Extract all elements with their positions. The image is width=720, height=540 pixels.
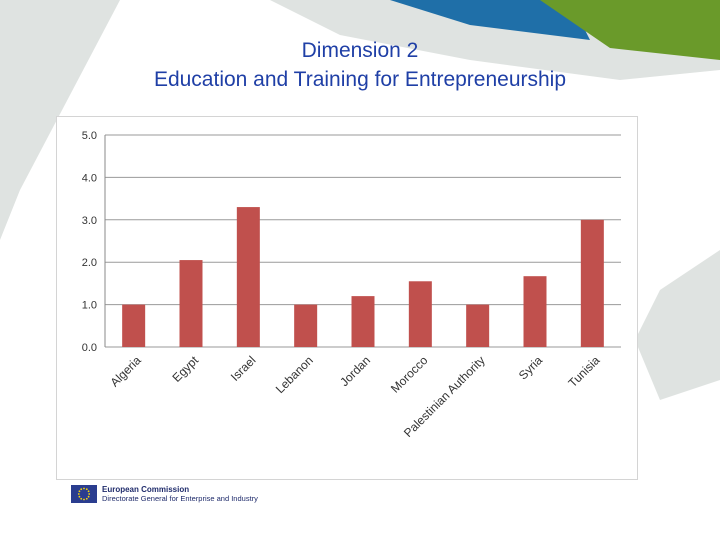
x-category-label: Syria [516, 353, 545, 382]
bar [179, 260, 203, 347]
y-tick-label: 5.0 [82, 130, 97, 142]
bar [466, 304, 490, 347]
title-line-2: Education and Training for Entrepreneurs… [153, 68, 567, 91]
bar [294, 304, 318, 347]
bar [236, 207, 260, 347]
eu-flag-icon [71, 485, 97, 503]
footer-directorate: Directorate General for Enterprise and I… [102, 494, 258, 503]
bar [580, 219, 604, 347]
y-tick-label: 0.0 [82, 342, 97, 354]
top-left-gray-swoosh [0, 0, 120, 240]
bar [351, 296, 375, 347]
bar [523, 276, 547, 347]
x-category-label: Israel [228, 353, 259, 384]
bar-chart: 0.0 1.0 2.0 3.0 4.0 5.0 Algeria Egypt Israel Leba… [82, 130, 621, 440]
top-green-band [540, 0, 720, 60]
bar [122, 304, 146, 347]
european-commission-logo: European Commission Directorate General … [71, 484, 258, 504]
bar [408, 281, 432, 347]
y-tick-label: 3.0 [82, 215, 97, 227]
chart-frame: 0.0 1.0 2.0 3.0 4.0 5.0 Algeria Egypt Israel Leba… [56, 116, 638, 480]
slide-title: Dimension 2 Education and Training for E… [0, 36, 720, 94]
y-tick-label: 4.0 [82, 172, 97, 184]
title-line-1: Dimension 2 [301, 39, 419, 62]
x-category-label: Jordan [337, 353, 373, 389]
y-tick-label: 1.0 [82, 300, 97, 312]
top-blue-band [390, 0, 590, 40]
x-category-label: Morocco [388, 353, 431, 396]
footer-organization: European Commission [102, 485, 190, 494]
x-category-label: Lebanon [273, 353, 316, 396]
x-category-label: Tunisia [566, 353, 603, 390]
x-category-label: Algeria [107, 353, 144, 390]
x-category-label: Egypt [170, 353, 202, 385]
right-gray-swoosh [635, 250, 720, 400]
y-tick-label: 2.0 [82, 257, 97, 269]
